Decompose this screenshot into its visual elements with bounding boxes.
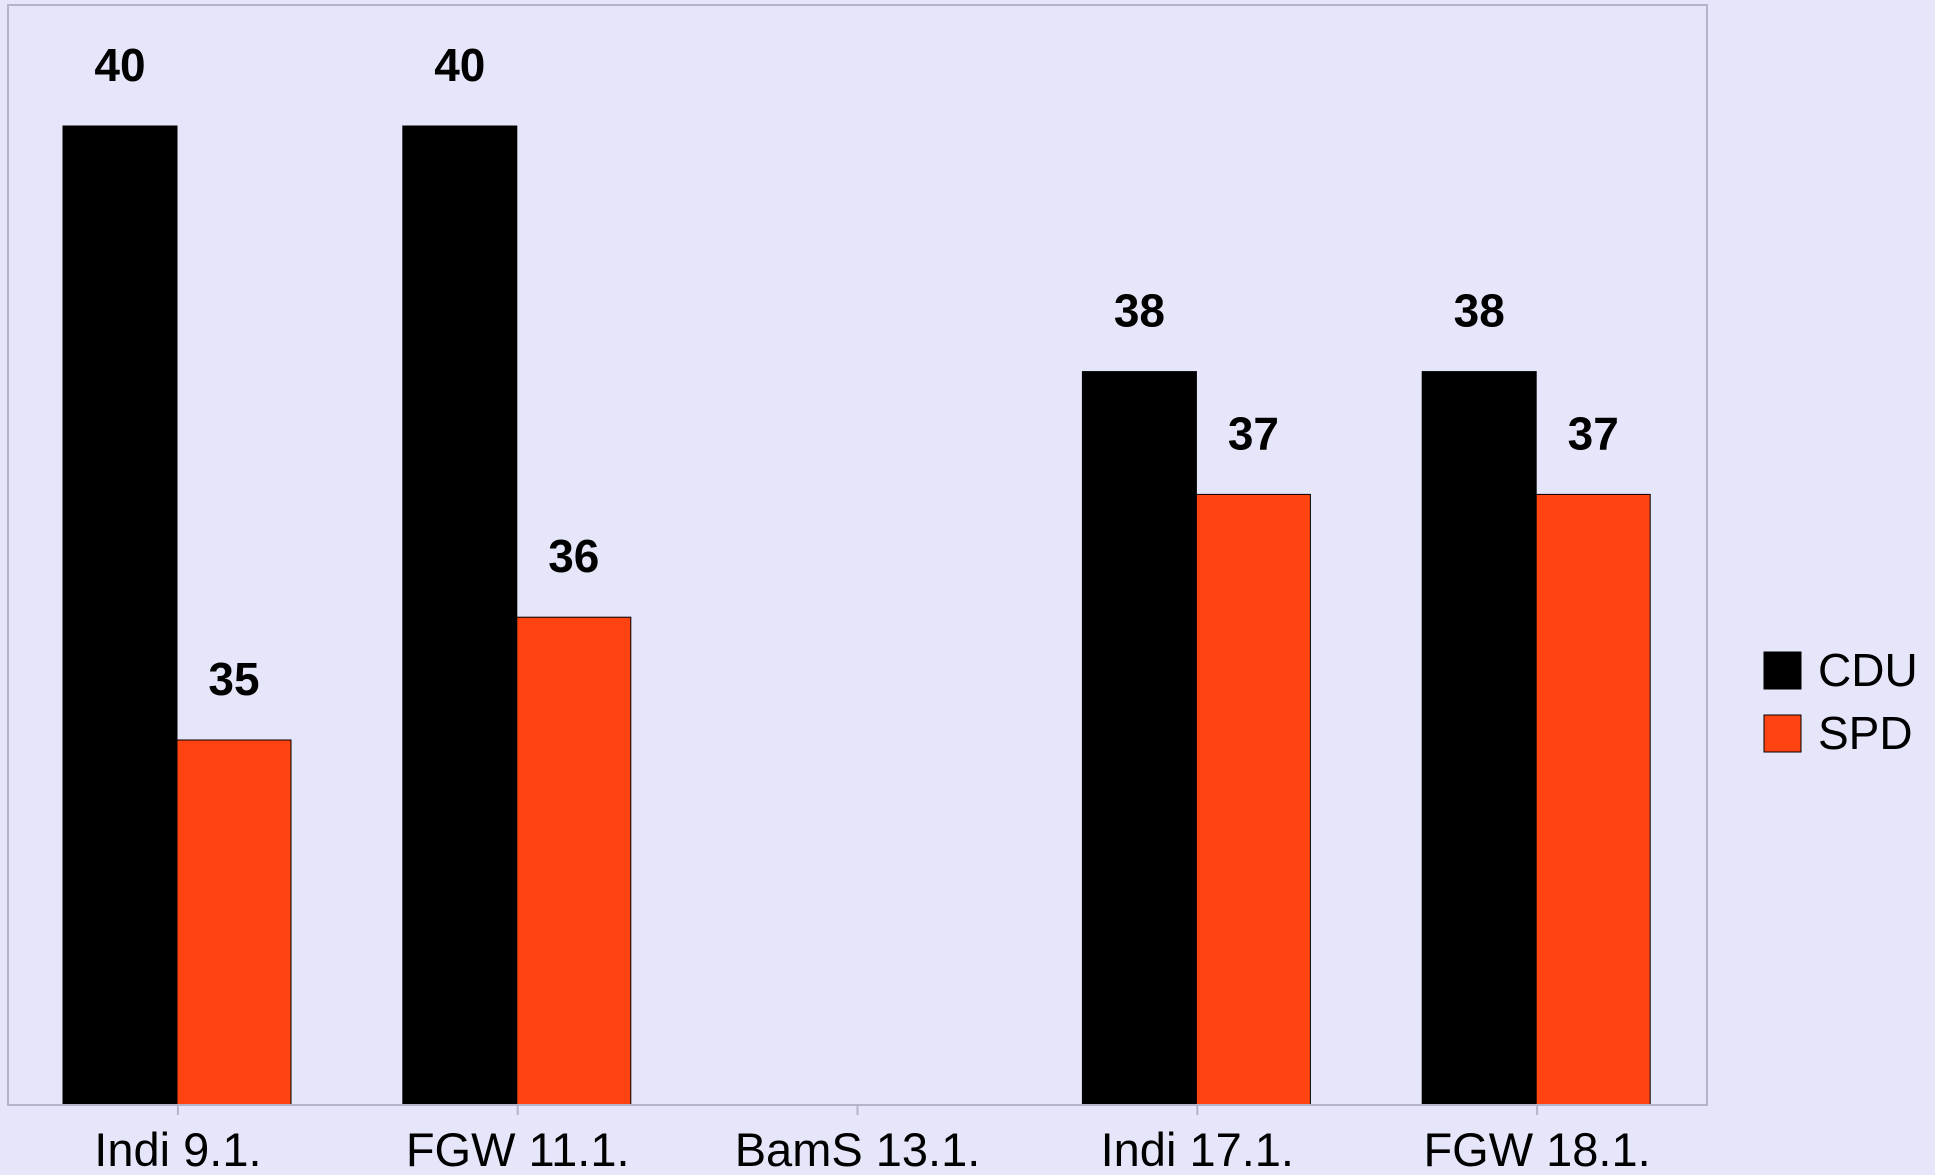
bar-spd [1195,493,1311,1106]
data-label-cdu: 40 [94,39,145,91]
bar-spd [1535,493,1651,1106]
data-label-spd: 37 [1228,407,1279,459]
bar-spd [176,739,292,1106]
x-tick-label: BamS 13.1. [735,1123,981,1170]
x-tick-label: FGW 18.1. [1423,1123,1650,1170]
data-label-cdu: 38 [1114,285,1165,337]
bar-cdu [402,125,518,1106]
legend-swatch-cdu [1763,651,1802,690]
data-label-spd: 37 [1568,407,1619,459]
legend-label-cdu: CDU [1818,644,1918,696]
legend: CDU SPD [1763,644,1918,759]
data-label-cdu: 40 [434,39,485,91]
bar-cdu [62,125,178,1106]
bar-cdu [1421,371,1537,1106]
data-labels-layer: 40 35 40 36 38 37 38 37 [94,39,1618,705]
legend-label-spd: SPD [1818,707,1913,759]
data-label-cdu: 38 [1454,285,1505,337]
x-tick-label: Indi 17.1. [1101,1123,1294,1170]
x-tick-label: Indi 9.1. [94,1123,261,1170]
data-label-spd: 36 [548,530,599,582]
bar-spd [516,616,632,1106]
bars-layer [62,125,1651,1106]
x-axis: Indi 9.1. FGW 11.1. BamS 13.1. Indi 17.1. FG… [8,1104,1707,1175]
x-tick-label: FGW 11.1. [406,1123,630,1170]
data-label-spd: 35 [208,653,259,705]
bar-cdu [1081,371,1197,1106]
legend-swatch-spd [1763,714,1802,753]
